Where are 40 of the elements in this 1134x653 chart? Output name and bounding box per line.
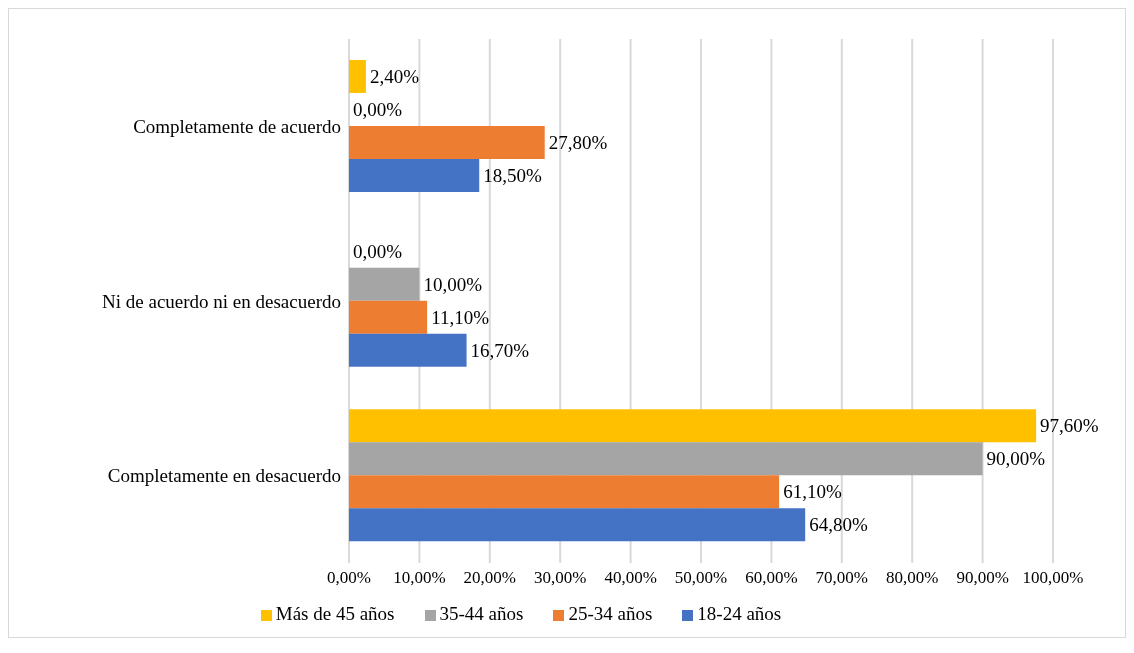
x-tick-label: 20,00% [463,568,517,588]
bar [349,333,467,367]
bar [349,508,806,542]
data-label: 0,00% [353,99,403,121]
x-tick-label: 10,00% [393,568,446,588]
bar [349,300,428,334]
x-tick-label: 0,00% [327,568,371,588]
bar [349,59,366,93]
data-label: 10,00% [423,273,483,295]
y-tick-label: Completamente en desacuerdo [107,465,341,487]
bar [349,125,545,159]
data-label: 2,40% [369,66,420,88]
x-tick-label: 30,00% [533,568,587,588]
bar [349,158,480,192]
bar [349,409,1037,443]
data-label: 64,80% [809,514,868,536]
data-label: 90,00% [986,448,1046,470]
data-label: 97,60% [1040,415,1099,437]
data-label: 61,10% [783,481,842,503]
data-label: 0,00% [353,240,403,262]
x-tick-label: 100,00% [1022,568,1084,588]
legend-label: Más de 45 años [275,603,395,624]
x-tick-label: 60,00% [745,568,798,588]
bar [349,475,780,509]
x-tick-label: 70,00% [815,568,869,588]
data-label: 27,80% [548,132,608,154]
x-tick-label: 40,00% [604,568,657,588]
x-tick-label: 50,00% [674,568,728,588]
legend-label: 25-34 años [568,603,653,624]
data-label: 18,50% [483,165,542,187]
data-label: 11,10% [431,306,490,328]
y-tick-label: Ni de acuerdo ni en desacuerdo [102,290,341,312]
data-label: 16,70% [470,339,530,361]
x-tick-label: 80,00% [885,568,939,588]
y-tick-label: Completamente de acuerdo [133,116,341,138]
bar [349,267,420,301]
legend-label: 35-44 años [439,603,524,624]
bar [349,442,983,476]
legend-label: 18-24 años [697,603,782,624]
x-tick-label: 90,00% [956,568,1009,588]
